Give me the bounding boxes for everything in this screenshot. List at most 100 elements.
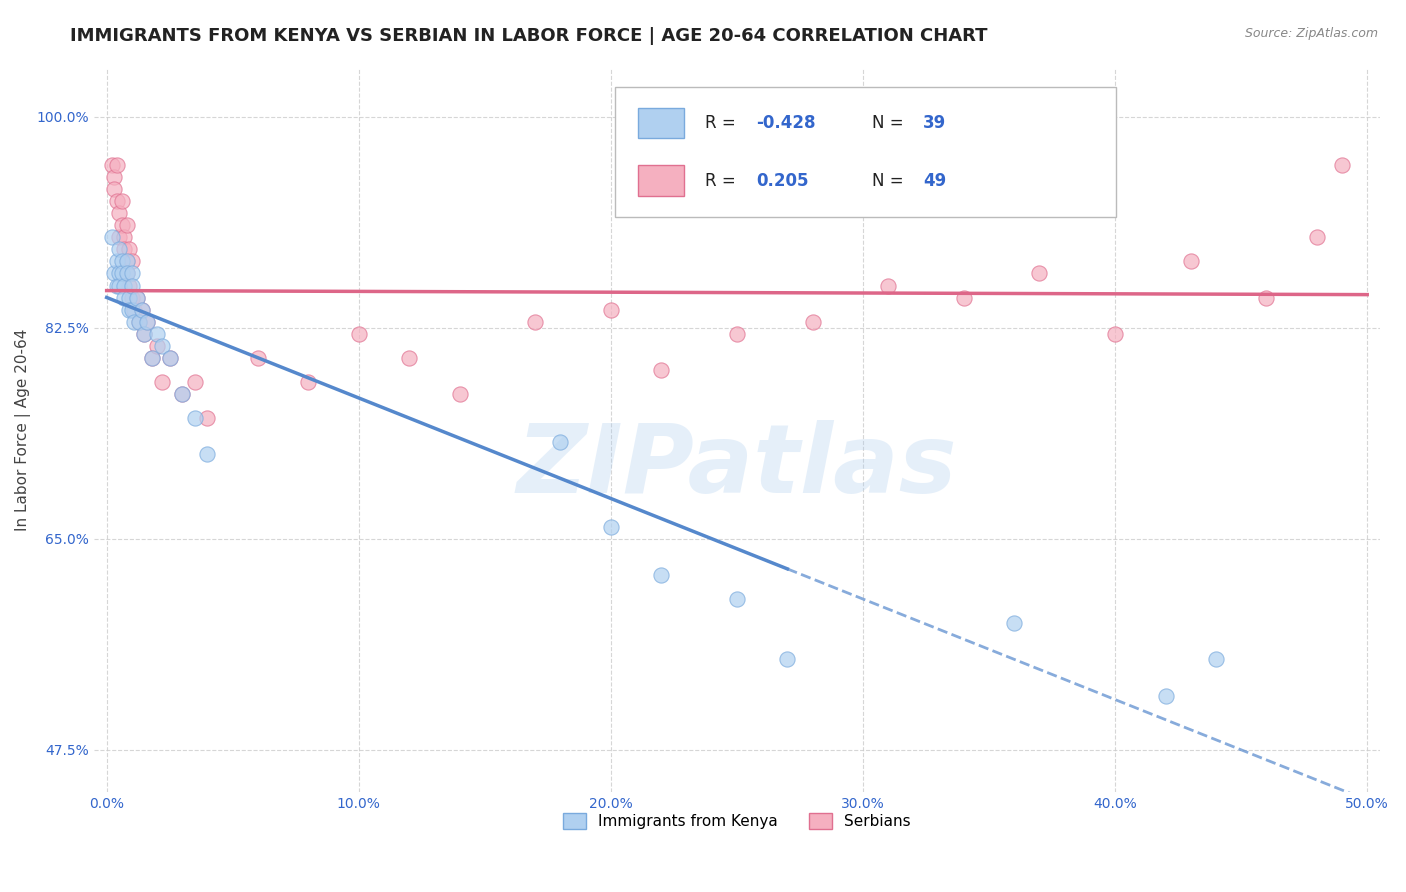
Point xyxy=(100,158,122,172)
Point xyxy=(131,302,153,317)
Legend: Immigrants from Kenya, Serbians: Immigrants from Kenya, Serbians xyxy=(557,806,917,835)
Point xyxy=(112,278,135,293)
Point xyxy=(184,411,207,425)
Point xyxy=(111,219,134,233)
Point xyxy=(150,375,173,389)
Text: R =: R = xyxy=(704,114,741,132)
Text: IMMIGRANTS FROM KENYA VS SERBIAN IN LABOR FORCE | AGE 20-64 CORRELATION CHART: IMMIGRANTS FROM KENYA VS SERBIAN IN LABO… xyxy=(70,27,988,45)
Point xyxy=(150,339,173,353)
Point xyxy=(172,387,194,401)
Point xyxy=(121,291,143,305)
Point xyxy=(159,351,181,365)
Point xyxy=(599,302,621,317)
Point xyxy=(118,302,141,317)
Point xyxy=(877,278,900,293)
Point xyxy=(121,254,143,268)
Point xyxy=(599,519,621,533)
Point xyxy=(121,278,143,293)
Point xyxy=(108,278,131,293)
Text: 49: 49 xyxy=(924,171,946,190)
Point xyxy=(1180,254,1202,268)
Point xyxy=(197,411,219,425)
Point xyxy=(105,194,128,209)
Point xyxy=(141,351,163,365)
Y-axis label: In Labor Force | Age 20-64: In Labor Force | Age 20-64 xyxy=(15,329,31,532)
Point xyxy=(115,267,138,281)
Point xyxy=(118,291,141,305)
Point xyxy=(550,435,572,450)
Point xyxy=(111,194,134,209)
Point xyxy=(131,302,153,317)
Point xyxy=(118,278,141,293)
Text: 0.205: 0.205 xyxy=(756,171,808,190)
Point xyxy=(650,363,672,377)
Text: -0.428: -0.428 xyxy=(756,114,815,132)
Point xyxy=(125,291,148,305)
FancyBboxPatch shape xyxy=(638,165,685,196)
Point xyxy=(108,230,131,244)
Point xyxy=(801,315,824,329)
Point xyxy=(1205,652,1227,666)
Point xyxy=(146,339,169,353)
Point xyxy=(118,243,141,257)
Point xyxy=(1306,230,1329,244)
FancyBboxPatch shape xyxy=(638,108,685,138)
Point xyxy=(124,315,146,329)
Point xyxy=(115,254,138,268)
Point xyxy=(112,243,135,257)
Point xyxy=(146,326,169,341)
Point xyxy=(105,278,128,293)
Point xyxy=(111,267,134,281)
Point xyxy=(103,169,125,184)
Point xyxy=(136,315,159,329)
Point xyxy=(725,592,748,607)
Text: 39: 39 xyxy=(924,114,946,132)
Point xyxy=(159,351,181,365)
Point xyxy=(105,158,128,172)
Point xyxy=(1104,326,1126,341)
Point xyxy=(100,230,122,244)
Point xyxy=(108,206,131,220)
Point xyxy=(398,351,420,365)
Text: N =: N = xyxy=(872,114,908,132)
Point xyxy=(128,315,150,329)
Point xyxy=(141,351,163,365)
Point xyxy=(246,351,269,365)
Point xyxy=(1256,291,1278,305)
Point xyxy=(112,291,135,305)
Point xyxy=(1330,158,1353,172)
Point xyxy=(650,568,672,582)
Point xyxy=(347,326,370,341)
Point xyxy=(108,243,131,257)
Point xyxy=(108,267,131,281)
Point xyxy=(449,387,471,401)
Text: ZIPatlas: ZIPatlas xyxy=(516,420,957,513)
Text: N =: N = xyxy=(872,171,908,190)
Point xyxy=(115,219,138,233)
Point xyxy=(136,315,159,329)
Point xyxy=(1028,267,1050,281)
Point xyxy=(297,375,319,389)
Point xyxy=(134,326,156,341)
Point xyxy=(134,326,156,341)
Point xyxy=(112,230,135,244)
Point xyxy=(111,254,134,268)
Point xyxy=(121,302,143,317)
Point xyxy=(184,375,207,389)
Point xyxy=(115,254,138,268)
Point xyxy=(1002,616,1025,631)
Point xyxy=(725,326,748,341)
Point xyxy=(776,652,799,666)
Point xyxy=(172,387,194,401)
Text: Source: ZipAtlas.com: Source: ZipAtlas.com xyxy=(1244,27,1378,40)
Point xyxy=(115,267,138,281)
Point xyxy=(105,254,128,268)
Point xyxy=(128,315,150,329)
Point xyxy=(124,302,146,317)
Point xyxy=(197,447,219,461)
Point xyxy=(1154,689,1177,703)
FancyBboxPatch shape xyxy=(614,87,1116,217)
Point xyxy=(103,182,125,196)
Point xyxy=(524,315,547,329)
Point xyxy=(103,267,125,281)
